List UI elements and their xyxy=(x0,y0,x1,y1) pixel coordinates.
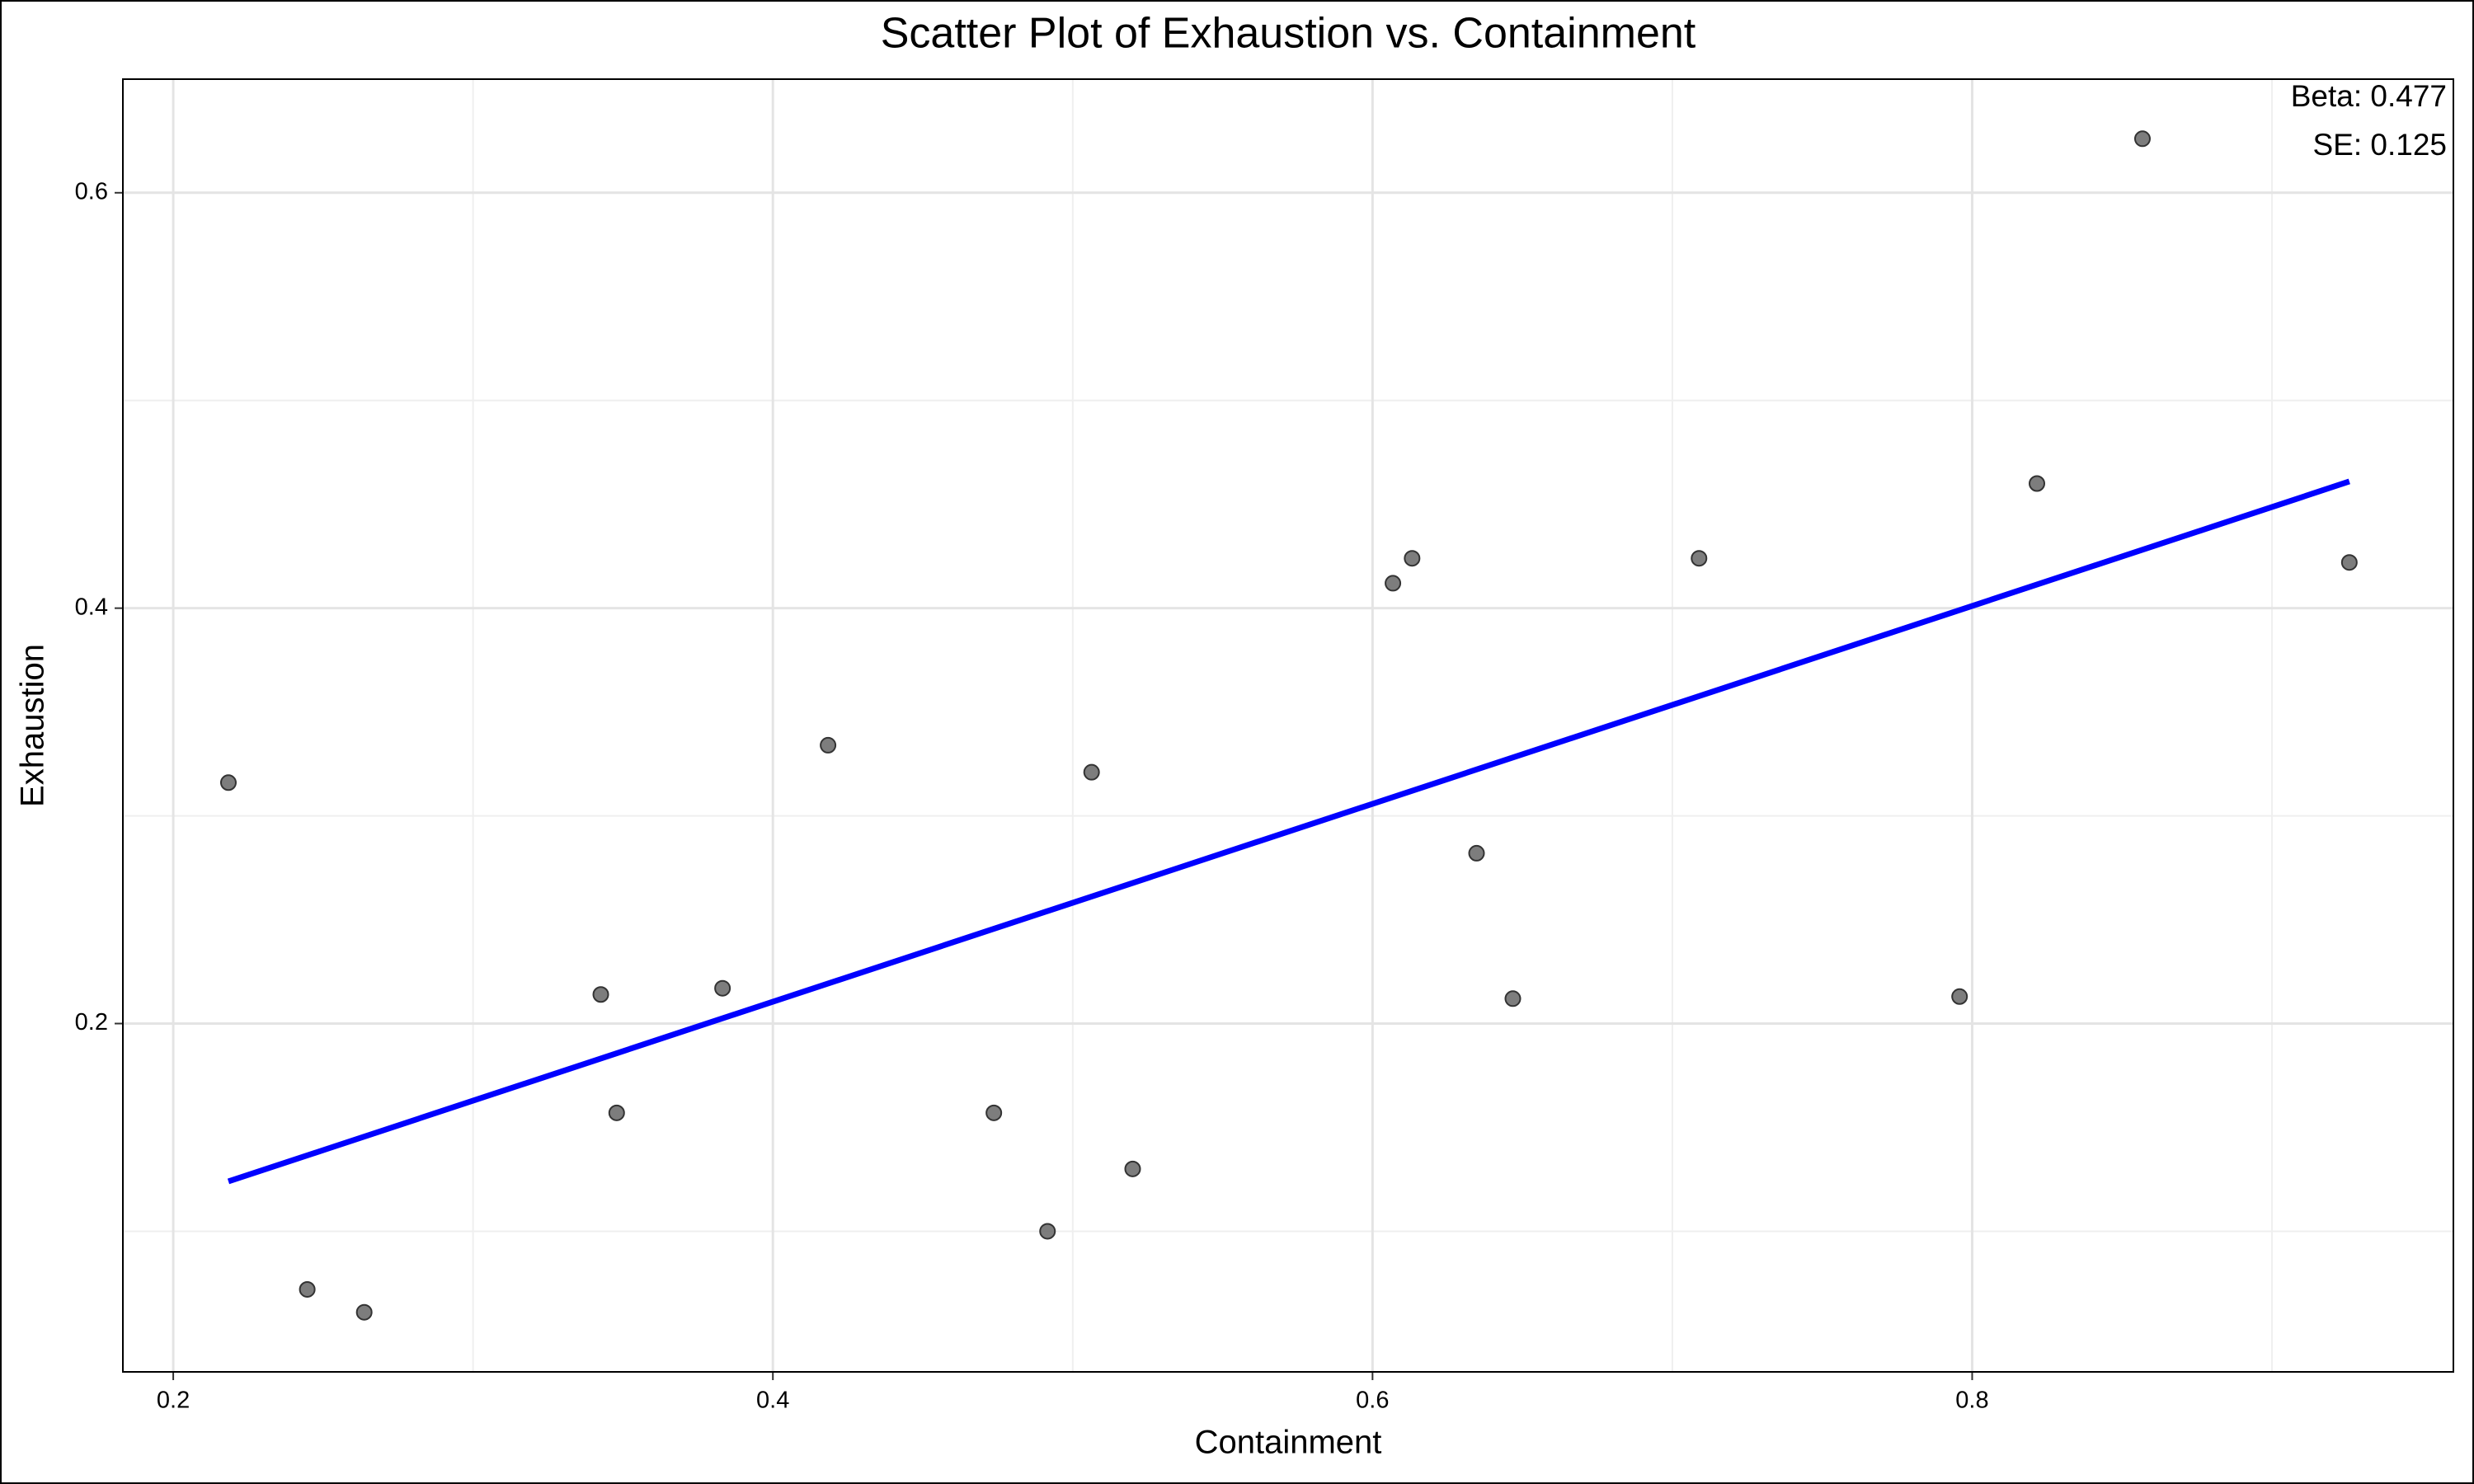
point xyxy=(1691,550,1708,567)
point xyxy=(820,736,837,754)
x-axis-label: Containment xyxy=(1195,1425,1382,1461)
point xyxy=(592,986,609,1003)
point xyxy=(1385,575,1402,592)
x-tick-label: 0.6 xyxy=(1356,1388,1389,1414)
point xyxy=(1039,1223,1056,1240)
annotation: Beta: 0.477 xyxy=(2291,79,2447,113)
point xyxy=(985,1104,1003,1121)
x-tick-label: 0.4 xyxy=(756,1388,789,1414)
point xyxy=(1083,763,1100,781)
point xyxy=(714,979,731,997)
point xyxy=(2340,554,2358,571)
x-tick-label: 0.8 xyxy=(1955,1388,1988,1414)
point xyxy=(1951,988,1968,1005)
point xyxy=(2133,130,2151,148)
chart-title: Scatter Plot of Exhaustion vs. Containme… xyxy=(881,10,1696,58)
point xyxy=(355,1303,373,1321)
point xyxy=(299,1280,316,1298)
point xyxy=(2029,475,2046,492)
fit-line xyxy=(227,478,2350,1185)
point xyxy=(1468,844,1485,862)
point xyxy=(1504,990,1522,1007)
plot-border xyxy=(122,78,2454,1373)
annotation: SE: 0.125 xyxy=(2312,128,2447,162)
point xyxy=(1124,1160,1141,1177)
point xyxy=(608,1104,625,1121)
y-tick-label: 0.2 xyxy=(75,1009,108,1036)
y-tick-label: 0.4 xyxy=(75,594,108,620)
point xyxy=(1404,550,1421,567)
y-axis-label: Exhaustion xyxy=(15,644,51,807)
point xyxy=(219,774,237,791)
y-tick-label: 0.6 xyxy=(75,178,108,204)
x-tick-label: 0.2 xyxy=(157,1388,190,1414)
